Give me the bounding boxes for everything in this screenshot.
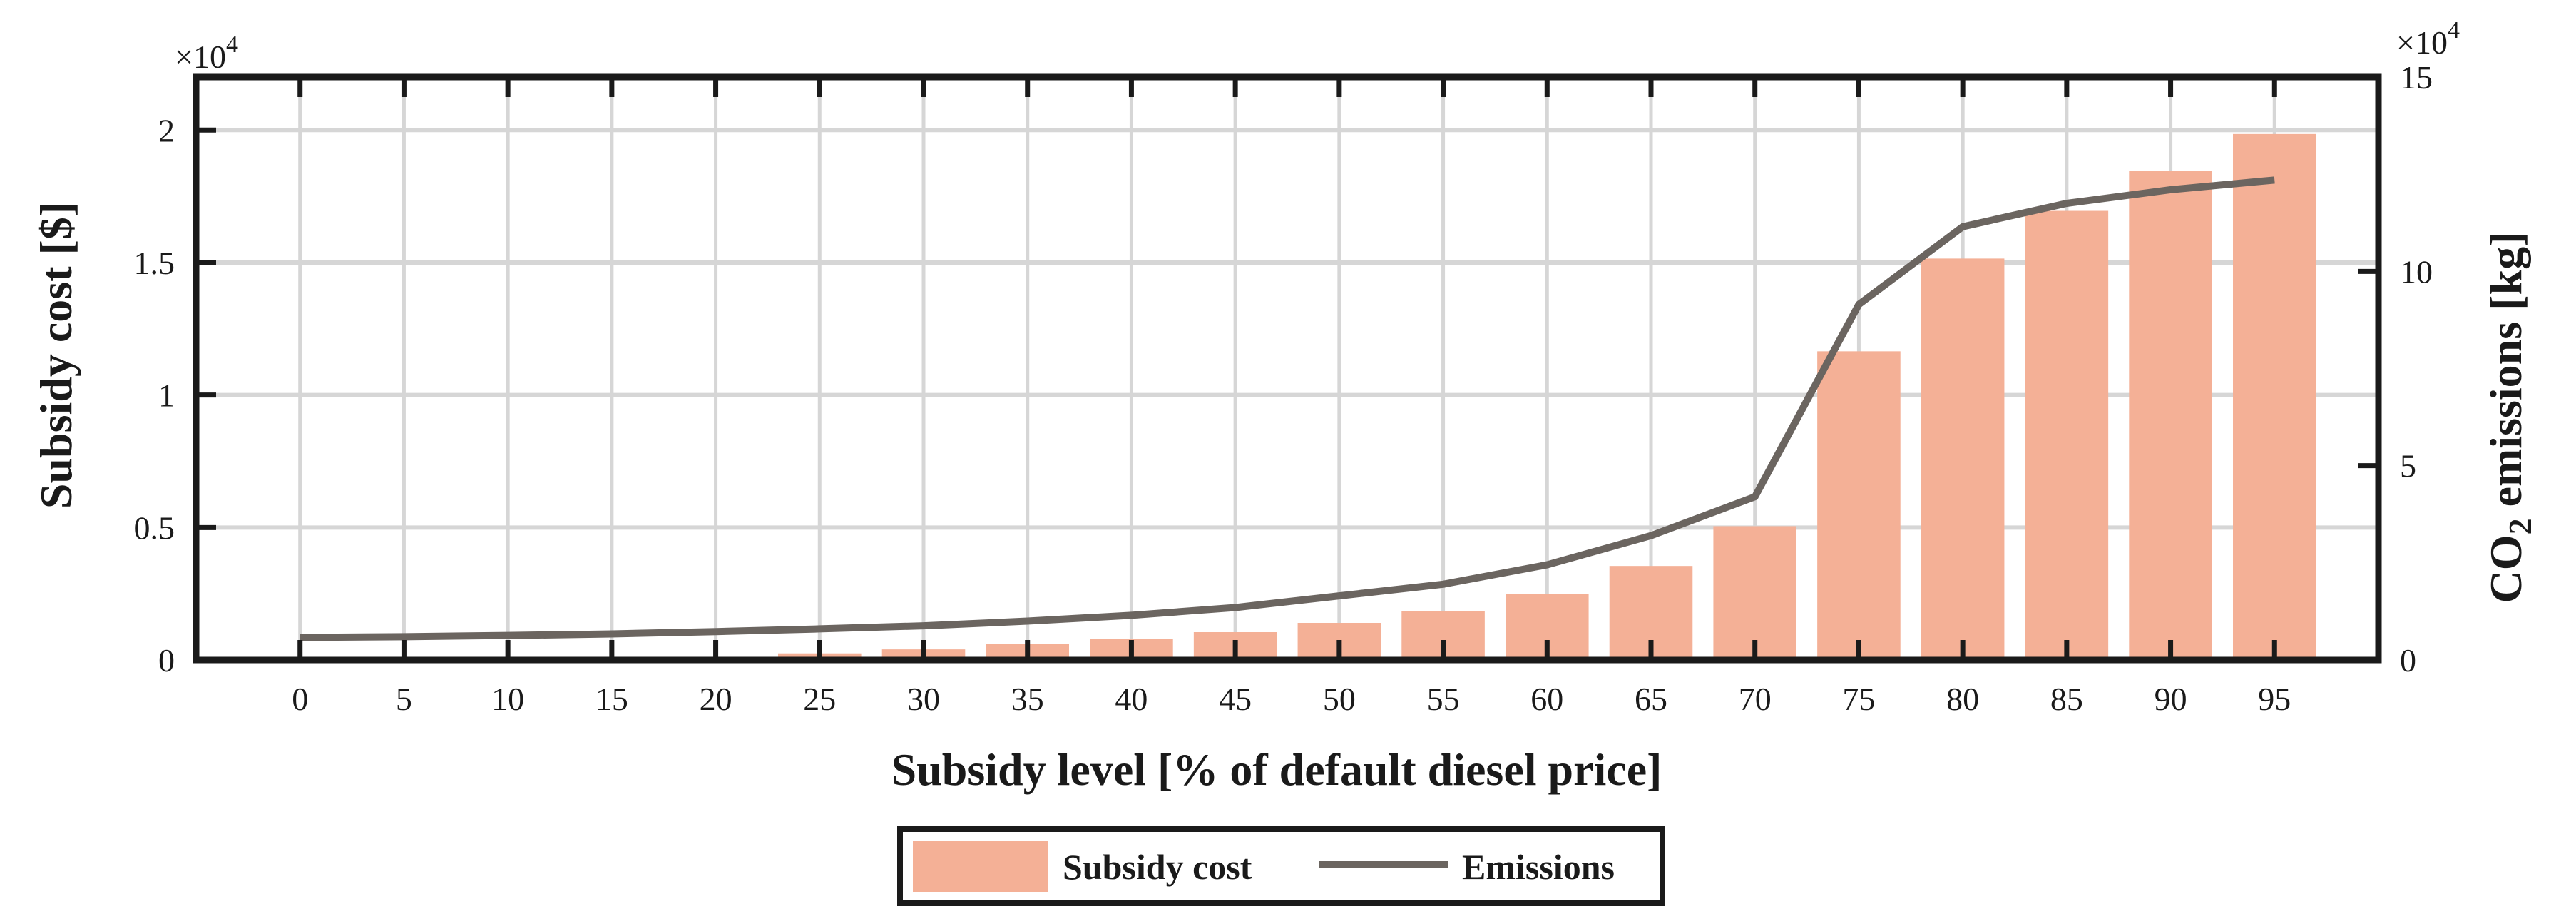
y-left-tick-label: 1.5: [134, 245, 175, 281]
legend: Subsidy cost Emissions: [897, 826, 1665, 906]
bar-subsidy-cost-70: [1713, 526, 1796, 660]
y-axis-left-ticks: 0 0.5 1 1.5 2: [134, 112, 216, 679]
x-tick-label-45: 45: [1219, 681, 1252, 717]
x-tick-label-20: 20: [700, 681, 732, 717]
y-left-tick-label: 0.5: [134, 509, 175, 546]
x-tick-label-95: 95: [2258, 681, 2291, 717]
x-tick-label-65: 65: [1635, 681, 1667, 717]
y-right-tick-label: 10: [2400, 253, 2433, 290]
line-series-emissions: [300, 176, 2275, 641]
bar-subsidy-cost-80: [1921, 258, 2005, 660]
bar-subsidy-cost-75: [1817, 351, 1901, 660]
x-tick-label-5: 5: [396, 681, 412, 717]
y-left-tick-label: 0: [158, 642, 175, 679]
y-right-tick-label: 15: [2400, 59, 2433, 96]
legend-label-emissions: Emissions: [1462, 847, 1615, 887]
x-tick-label-85: 85: [2050, 681, 2083, 717]
y-axis-right-title: CO2 emissions [kg]: [2480, 232, 2538, 604]
y-right-tick-label: 5: [2400, 448, 2416, 484]
plot-frame: [193, 73, 2382, 664]
x-tick-label-75: 75: [1842, 681, 1875, 717]
x-tick-label-55: 55: [1427, 681, 1460, 717]
y-right-tick-label: 0: [2400, 642, 2416, 679]
x-tick-label-10: 10: [491, 681, 524, 717]
x-axis-title: Subsidy level [% of default diesel price…: [891, 744, 1662, 795]
y-left-tick-label: 2: [158, 112, 175, 148]
x-tick-label-40: 40: [1115, 681, 1148, 717]
y-axis-right-multiplier: ×104: [2396, 17, 2460, 61]
x-tick-label-80: 80: [1946, 681, 1979, 717]
legend-label-subsidy-cost: Subsidy cost: [1063, 847, 1252, 887]
x-tick-label-0: 0: [292, 681, 308, 717]
x-tick-label-90: 90: [2155, 681, 2187, 717]
bar-subsidy-cost-85: [2025, 210, 2109, 660]
x-tick-label-35: 35: [1011, 681, 1044, 717]
x-axis-ticks: 0 5 10 15 20 25 30 35 40 45 50 55 60 65 70 75 80 85 90 95: [292, 77, 2291, 717]
grid-lines: [196, 77, 2378, 660]
y-axis-left-title: Subsidy cost [$]: [31, 202, 81, 509]
legend-swatch-subsidy-cost: [913, 841, 1048, 892]
line-emissions: [300, 176, 2275, 641]
x-tick-label-70: 70: [1739, 681, 1772, 717]
x-tick-label-30: 30: [907, 681, 940, 717]
x-tick-label-25: 25: [803, 681, 836, 717]
x-tick-label-60: 60: [1530, 681, 1563, 717]
x-tick-label-50: 50: [1323, 681, 1356, 717]
y-axis-left-multiplier: ×104: [175, 31, 238, 75]
bar-subsidy-cost-90: [2129, 171, 2212, 660]
bar-subsidy-cost-95: [2233, 133, 2316, 660]
y-left-tick-label: 1: [158, 377, 175, 414]
x-tick-label-15: 15: [596, 681, 628, 717]
y-axis-right-ticks: 0 5 10 15: [2358, 59, 2433, 679]
